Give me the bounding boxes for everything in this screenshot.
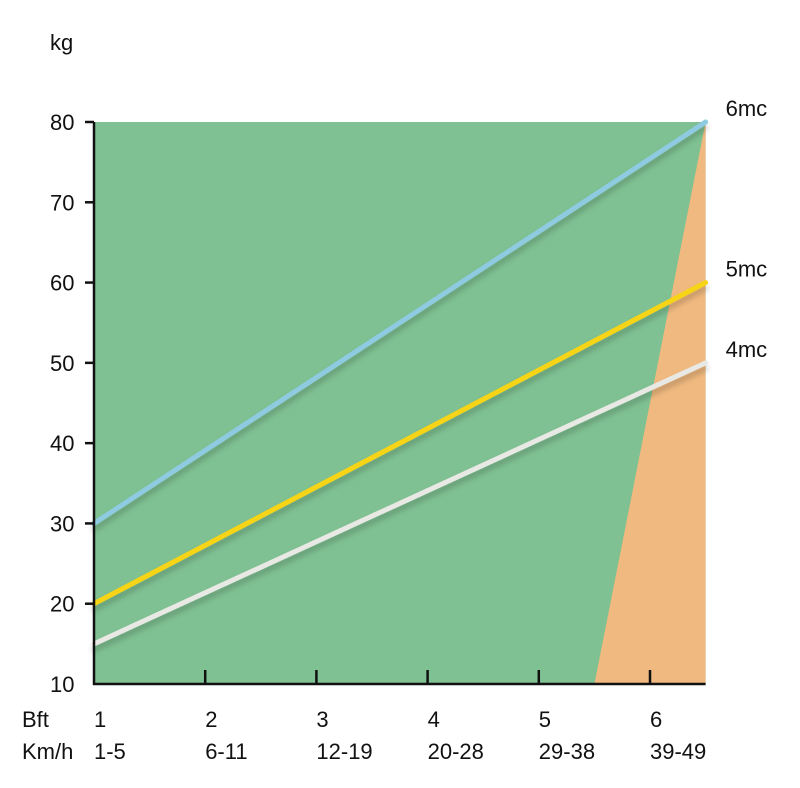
y-tick-label: 70 [50,190,74,215]
series-lines: 6mc 5mc 4mc [91,96,768,647]
series-label-5mc: 5mc [726,257,768,282]
plot-regions [94,122,706,684]
series-line-5mc [91,280,709,607]
x-tick-label-kmh: 12-19 [316,739,372,764]
x-tick-label-bft: 6 [650,707,662,732]
x-tick-label-kmh: 1-5 [94,739,126,764]
x-tick-label-kmh: 39-49 [650,739,706,764]
series-line-6mc [91,119,709,526]
y-tick-label: 40 [50,431,74,456]
y-tick-label: 30 [50,511,74,536]
caution-zone-region [594,122,706,684]
x-tick-label-kmh: 20-28 [428,739,484,764]
y-tick-label: 60 [50,271,74,296]
series-line-4mc [91,360,709,647]
y-tick-label: 80 [50,110,74,135]
x-tick-label-bft: 5 [539,707,551,732]
x-tick-label-kmh: 29-38 [539,739,595,764]
x-row-label-kmh: Km/h [22,739,73,764]
x-tick-label-bft: 1 [94,707,106,732]
safe-zone-region [94,122,706,684]
axes: 10 20 30 40 50 60 70 80 1 1-5 2 6-11 3 12-19 4 20-28 5 29… [22,110,706,764]
x-tick-label-bft: 3 [316,707,328,732]
series-label-6mc: 6mc [726,96,768,121]
y-tick-label: 10 [50,672,74,697]
series-label-4mc: 4mc [726,337,768,362]
y-tick-label: 50 [50,351,74,376]
y-tick-label: 20 [50,592,74,617]
x-tick-label-bft: 2 [205,707,217,732]
x-tick-label-bft: 4 [428,707,440,732]
x-row-label-bft: Bft [22,707,49,732]
y-axis-label: kg [50,30,73,55]
x-tick-label-kmh: 6-11 [205,739,247,764]
